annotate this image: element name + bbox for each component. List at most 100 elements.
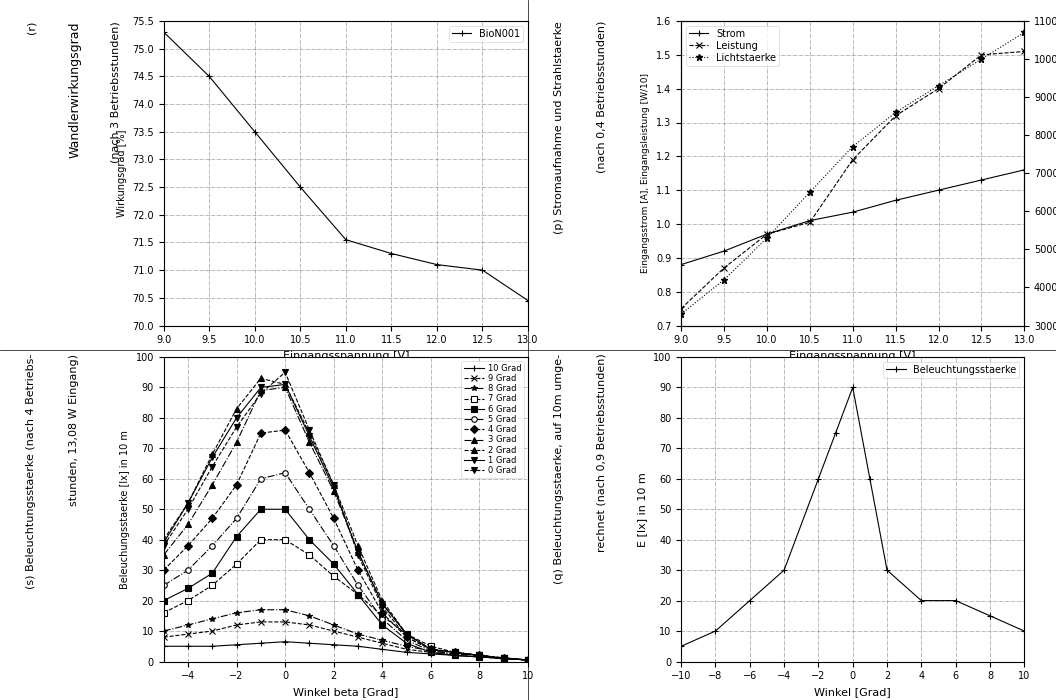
Strom xyxy=(847,208,860,216)
10 Grad xyxy=(449,651,461,659)
6 Grad xyxy=(449,651,461,659)
Lichtstaerke xyxy=(675,310,687,319)
8 Grad xyxy=(327,621,340,629)
Lichtstaerke xyxy=(1018,28,1031,36)
5 Grad xyxy=(425,647,437,655)
2 Grad xyxy=(473,651,486,659)
8 Grad xyxy=(497,654,510,662)
Lichtstaerke xyxy=(975,55,987,63)
10 Grad xyxy=(182,642,194,650)
3 Grad xyxy=(352,547,364,556)
Line: 7 Grad: 7 Grad xyxy=(161,537,531,663)
6 Grad xyxy=(376,621,389,629)
0 Grad xyxy=(230,423,243,431)
0 Grad xyxy=(497,654,510,663)
9 Grad xyxy=(473,652,486,661)
Y-axis label: Beleuchungsstaerke [lx] in 10 m: Beleuchungsstaerke [lx] in 10 m xyxy=(120,430,130,589)
Beleuchtungsstaerke xyxy=(829,429,842,438)
6 Grad xyxy=(400,639,413,648)
Lichtstaerke xyxy=(932,81,945,90)
Y-axis label: E [lx] in 10 m: E [lx] in 10 m xyxy=(638,472,647,547)
5 Grad xyxy=(230,514,243,523)
5 Grad xyxy=(522,656,534,664)
Line: Strom: Strom xyxy=(678,167,1027,268)
Text: Wandlerwirkungsgrad: Wandlerwirkungsgrad xyxy=(69,21,81,158)
8 Grad xyxy=(473,651,486,659)
7 Grad xyxy=(400,630,413,638)
4 Grad xyxy=(352,566,364,574)
0 Grad xyxy=(279,368,291,377)
10 Grad xyxy=(157,642,170,650)
1 Grad xyxy=(376,599,389,608)
9 Grad xyxy=(206,627,219,636)
Y-axis label: Wirkungsgrad [%]: Wirkungsgrad [%] xyxy=(116,130,127,217)
7 Grad xyxy=(352,590,364,598)
3 Grad xyxy=(182,520,194,528)
7 Grad xyxy=(497,654,510,663)
Line: 8 Grad: 8 Grad xyxy=(161,607,531,663)
Leistung xyxy=(847,155,860,164)
Line: Leistung: Leistung xyxy=(678,49,1027,312)
10 Grad xyxy=(425,650,437,658)
Text: (s) Beleuchtungsstaerke (nach 4 Betriebs-: (s) Beleuchtungsstaerke (nach 4 Betriebs… xyxy=(26,354,36,589)
2 Grad xyxy=(425,645,437,654)
5 Grad xyxy=(473,651,486,659)
X-axis label: Winkel [Grad]: Winkel [Grad] xyxy=(814,687,891,696)
Line: 6 Grad: 6 Grad xyxy=(161,507,531,663)
7 Grad xyxy=(473,651,486,659)
Line: 0 Grad: 0 Grad xyxy=(161,370,531,663)
3 Grad xyxy=(157,551,170,559)
0 Grad xyxy=(157,542,170,550)
3 Grad xyxy=(279,384,291,392)
5 Grad xyxy=(376,615,389,623)
4 Grad xyxy=(497,654,510,663)
6 Grad xyxy=(279,505,291,514)
Lichtstaerke xyxy=(760,234,773,242)
Lichtstaerke xyxy=(718,276,731,284)
Leistung xyxy=(718,264,731,272)
3 Grad xyxy=(449,648,461,657)
9 Grad xyxy=(522,656,534,664)
Lichtstaerke xyxy=(804,188,816,197)
Text: (r): (r) xyxy=(26,21,36,34)
2 Grad xyxy=(230,405,243,413)
Legend: Strom, Leistung, Lichtstaerke: Strom, Leistung, Lichtstaerke xyxy=(686,26,779,66)
Text: rechnet (nach 0,9 Betriebsstunden): rechnet (nach 0,9 Betriebsstunden) xyxy=(597,354,606,552)
2 Grad xyxy=(376,596,389,605)
Text: (nach 0,4 Betriebsstunden): (nach 0,4 Betriebsstunden) xyxy=(597,21,606,174)
8 Grad xyxy=(303,612,316,620)
Beleuchtungsstaerke xyxy=(1018,627,1031,636)
1 Grad xyxy=(352,547,364,556)
2 Grad xyxy=(254,374,267,382)
10 Grad xyxy=(254,639,267,648)
X-axis label: Eingangsspannung [V]: Eingangsspannung [V] xyxy=(283,351,409,360)
2 Grad xyxy=(497,654,510,663)
Beleuchtungsstaerke xyxy=(675,642,687,650)
3 Grad xyxy=(376,599,389,608)
3 Grad xyxy=(303,438,316,447)
9 Grad xyxy=(449,651,461,659)
1 Grad xyxy=(303,432,316,440)
9 Grad xyxy=(182,630,194,638)
6 Grad xyxy=(230,533,243,541)
5 Grad xyxy=(279,468,291,477)
Lichtstaerke xyxy=(889,108,902,117)
8 Grad xyxy=(425,647,437,655)
Leistung xyxy=(760,230,773,238)
Line: 4 Grad: 4 Grad xyxy=(161,427,531,663)
1 Grad xyxy=(425,645,437,654)
8 Grad xyxy=(522,656,534,664)
8 Grad xyxy=(352,630,364,638)
0 Grad xyxy=(425,645,437,654)
Leistung xyxy=(675,304,687,313)
4 Grad xyxy=(182,542,194,550)
4 Grad xyxy=(230,481,243,489)
4 Grad xyxy=(303,468,316,477)
1 Grad xyxy=(473,651,486,659)
4 Grad xyxy=(254,429,267,438)
BioN001 xyxy=(294,183,306,191)
5 Grad xyxy=(206,542,219,550)
1 Grad xyxy=(182,499,194,508)
6 Grad xyxy=(254,505,267,514)
0 Grad xyxy=(522,656,534,664)
